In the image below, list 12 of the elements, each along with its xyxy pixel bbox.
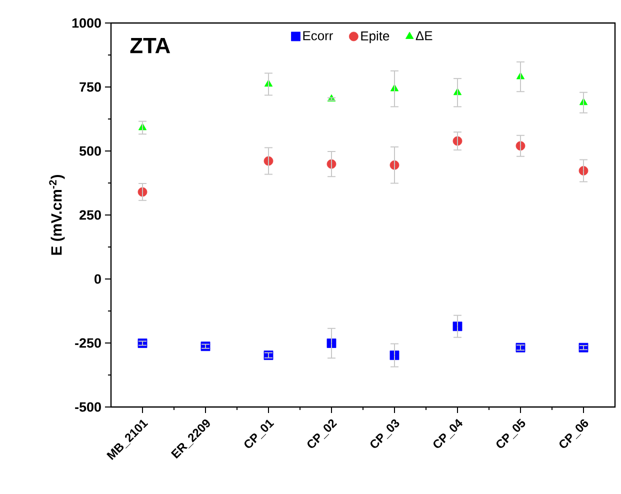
legend-label: Epite [361,31,390,44]
y-tick-label: -250 [75,338,101,348]
y-tick-label: 500 [79,146,101,156]
y-tick-label: 1000 [72,18,101,28]
legend-label: ΔE [416,31,432,40]
legend-label: Ecorr [303,31,333,40]
annotation: ZTA [130,38,170,54]
y-tick-label: 250 [80,210,101,220]
y-tick-label: 750 [80,82,101,92]
y-tick-label: -500 [75,402,101,412]
y-tick-label: 0 [94,274,101,284]
y-axis-title: E (mV.cm$^{-2}$) [49,174,65,255]
